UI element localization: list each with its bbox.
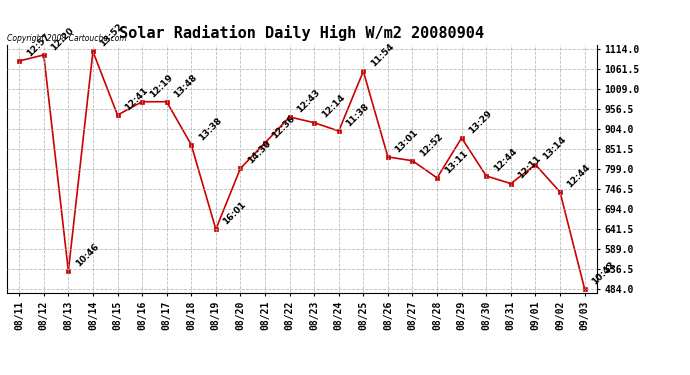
Text: 12:20: 12:20 — [49, 26, 76, 52]
Text: 10:42: 10:42 — [590, 259, 617, 286]
Text: 10:46: 10:46 — [74, 242, 101, 268]
Text: 12:43: 12:43 — [295, 87, 322, 114]
Title: Solar Radiation Daily High W/m2 20080904: Solar Radiation Daily High W/m2 20080904 — [119, 25, 484, 41]
Text: 13:01: 13:01 — [393, 128, 420, 154]
Text: 12:19: 12:19 — [148, 72, 175, 99]
Text: 12:14: 12:14 — [319, 93, 346, 120]
Text: 11:38: 11:38 — [344, 102, 371, 128]
Text: 13:14: 13:14 — [541, 135, 568, 162]
Text: 12:41: 12:41 — [123, 86, 150, 112]
Text: 12:11: 12:11 — [516, 154, 543, 181]
Text: 13:29: 13:29 — [467, 108, 494, 135]
Text: Copyright 2008 Cartouche.com: Copyright 2008 Cartouche.com — [7, 33, 127, 42]
Text: 11:54: 11:54 — [369, 42, 395, 69]
Text: 12:57: 12:57 — [25, 32, 52, 58]
Text: 12:44: 12:44 — [566, 162, 592, 189]
Text: 13:52: 13:52 — [99, 22, 125, 49]
Text: 13:48: 13:48 — [172, 72, 199, 99]
Text: 12:36: 12:36 — [270, 114, 297, 140]
Text: 16:01: 16:01 — [221, 200, 248, 226]
Text: 13:38: 13:38 — [197, 116, 224, 142]
Text: 14:30: 14:30 — [246, 139, 273, 166]
Text: 12:52: 12:52 — [418, 131, 444, 158]
Text: 12:44: 12:44 — [492, 146, 519, 173]
Text: 13:11: 13:11 — [442, 148, 469, 175]
